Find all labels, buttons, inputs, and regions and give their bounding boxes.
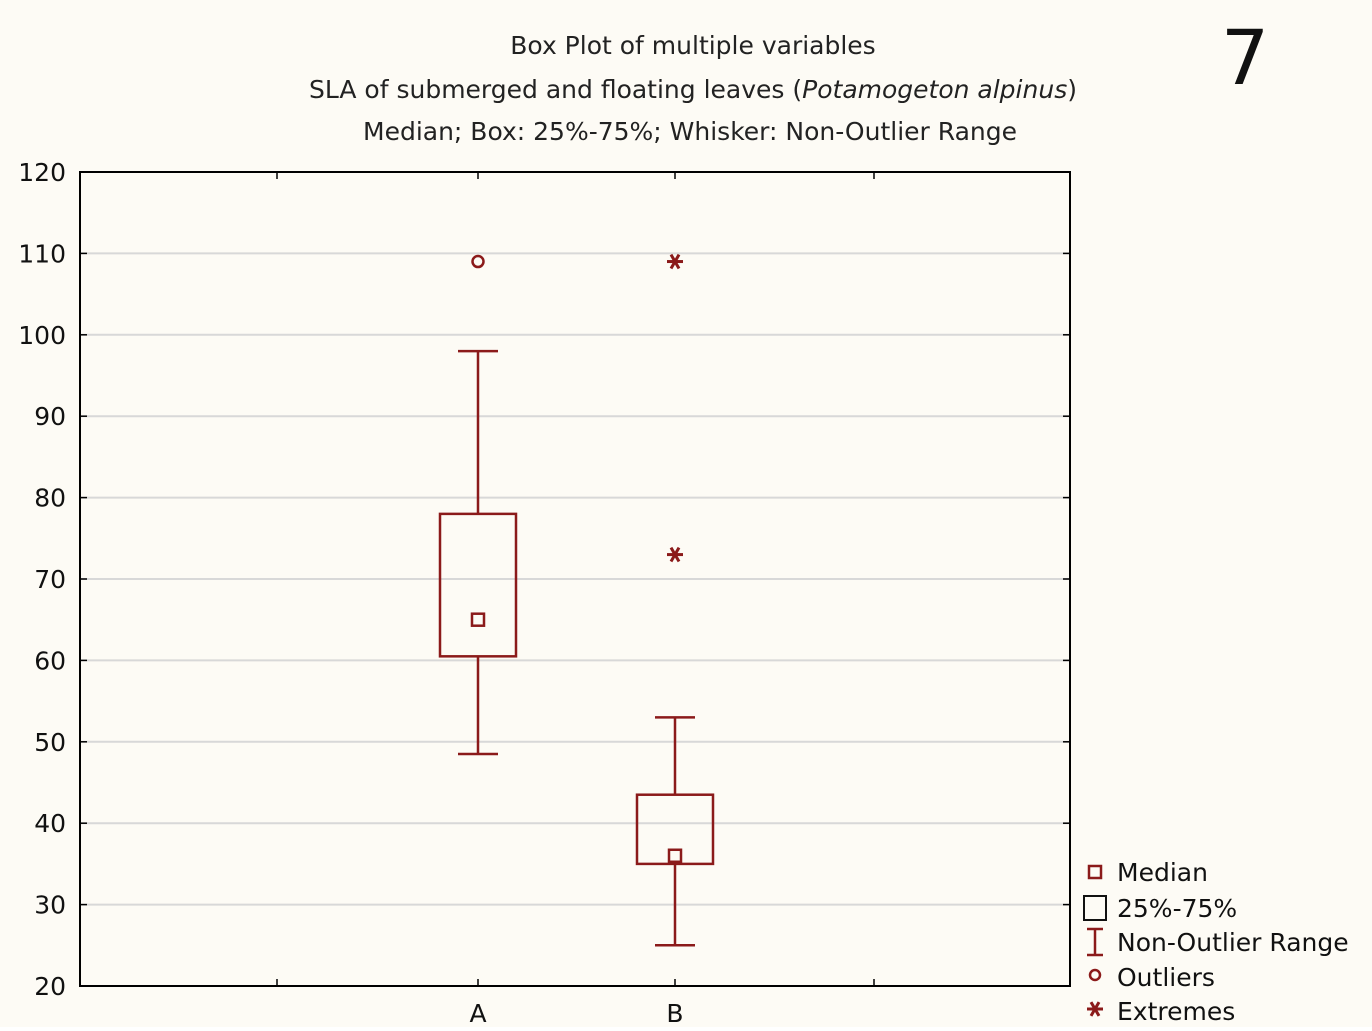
legend-box-swatch <box>1083 895 1107 921</box>
legend-label: Median <box>1117 858 1208 887</box>
legend-median-swatch <box>1087 864 1103 880</box>
legend-label: 25%-75% <box>1117 894 1237 923</box>
y-tick-label: 70 <box>34 565 66 594</box>
extreme-marker <box>667 253 683 270</box>
legend-item: Extremes <box>1087 997 1235 1026</box>
legend: Median 25%-75% Non-Outlier Range Outliers Ex… <box>1083 858 1349 1026</box>
legend-label: Non-Outlier Range <box>1117 928 1349 957</box>
chart-note: Median; Box: 25%-75%; Whisker: Non-Outli… <box>363 117 1017 146</box>
outlier-marker <box>471 254 485 269</box>
iqr-box <box>438 512 518 658</box>
box-A <box>438 254 518 756</box>
y-tick-label: 50 <box>34 728 66 757</box>
box-series <box>438 253 715 947</box>
y-tick-label: 110 <box>18 239 66 268</box>
iqr-box <box>635 793 715 866</box>
chart-subtitle-suffix: ) <box>1067 75 1077 104</box>
legend-label: Outliers <box>1117 963 1215 992</box>
chart-subtitle-prefix: SLA of submerged and floating leaves ( <box>309 75 802 104</box>
legend-item: 25%-75% <box>1083 894 1237 923</box>
y-tick-label: 80 <box>34 484 66 513</box>
legend-item: Outliers <box>1088 963 1215 992</box>
extreme-marker <box>1087 1001 1103 1017</box>
legend-item: Non-Outlier Range <box>1087 927 1349 957</box>
axes: 20 30 40 50 60 70 80 90 100 110 120 A B <box>18 158 1071 1028</box>
y-tick-label: 90 <box>34 402 66 431</box>
box-B <box>635 253 715 947</box>
chart-title: Box Plot of multiple variables <box>510 31 875 60</box>
legend-outlier-swatch <box>1088 968 1102 982</box>
legend-item: Median <box>1087 858 1208 887</box>
extreme-marker <box>667 546 683 563</box>
y-tick-label: 60 <box>34 646 66 675</box>
grid-lines <box>80 252 1070 906</box>
y-tick-label: 30 <box>34 891 66 920</box>
plot-frame <box>79 171 1071 987</box>
x-tick-label: B <box>666 999 683 1027</box>
y-tick-label: 20 <box>34 972 66 1001</box>
median-marker <box>667 848 683 864</box>
legend-label: Extremes <box>1117 997 1235 1026</box>
y-tick-label: 100 <box>18 321 66 350</box>
figure-label: 7 <box>1221 13 1269 102</box>
y-tick-label: 40 <box>34 809 66 838</box>
chart-subtitle: SLA of submerged and floating leaves (Po… <box>309 75 1077 104</box>
chart-subtitle-species: Potamogeton alpinus <box>802 75 1067 104</box>
y-tick-label: 120 <box>18 158 66 187</box>
x-tick-label: A <box>469 999 486 1027</box>
median-marker <box>470 612 486 627</box>
